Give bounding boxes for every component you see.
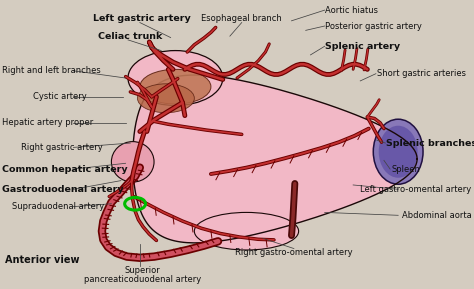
Text: Short gastric arteries: Short gastric arteries bbox=[377, 69, 466, 78]
Text: Gastroduodenal artery: Gastroduodenal artery bbox=[2, 185, 124, 194]
Text: Spleen: Spleen bbox=[391, 164, 420, 174]
Ellipse shape bbox=[140, 69, 211, 104]
Text: Superior: Superior bbox=[124, 266, 160, 275]
Text: Aortic hiatus: Aortic hiatus bbox=[325, 5, 378, 15]
Ellipse shape bbox=[111, 142, 154, 182]
Text: Right and left branches: Right and left branches bbox=[2, 66, 101, 75]
Ellipse shape bbox=[373, 119, 423, 184]
Text: Splenic branches: Splenic branches bbox=[386, 138, 474, 148]
Polygon shape bbox=[133, 75, 417, 243]
Ellipse shape bbox=[194, 212, 299, 250]
Text: Left gastro-omental artery: Left gastro-omental artery bbox=[360, 185, 472, 194]
Text: Posterior gastric artery: Posterior gastric artery bbox=[325, 21, 421, 31]
Text: Celiac trunk: Celiac trunk bbox=[98, 32, 163, 41]
Text: Cystic artery: Cystic artery bbox=[33, 92, 87, 101]
Text: Right gastric artery: Right gastric artery bbox=[21, 143, 103, 152]
Text: Hepatic artery proper: Hepatic artery proper bbox=[2, 118, 94, 127]
Text: Common hepatic artery: Common hepatic artery bbox=[2, 164, 128, 174]
Ellipse shape bbox=[128, 51, 223, 105]
Text: Splenic artery: Splenic artery bbox=[325, 42, 400, 51]
Text: Right gastro-omental artery: Right gastro-omental artery bbox=[235, 247, 353, 257]
Text: Left gastric artery: Left gastric artery bbox=[93, 14, 191, 23]
Text: Abdominal aorta: Abdominal aorta bbox=[402, 211, 472, 220]
Ellipse shape bbox=[137, 84, 194, 113]
Text: Supraduodenal artery: Supraduodenal artery bbox=[12, 202, 104, 211]
Ellipse shape bbox=[379, 126, 418, 178]
Text: Anterior view: Anterior view bbox=[5, 255, 79, 265]
Text: pancreaticoduodenal artery: pancreaticoduodenal artery bbox=[83, 275, 201, 284]
Text: Esophageal branch: Esophageal branch bbox=[201, 14, 282, 23]
